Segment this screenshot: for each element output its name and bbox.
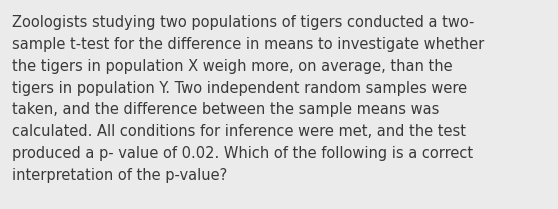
Text: Zoologists studying two populations of tigers conducted a two-
sample t-test for: Zoologists studying two populations of t… xyxy=(12,15,484,183)
